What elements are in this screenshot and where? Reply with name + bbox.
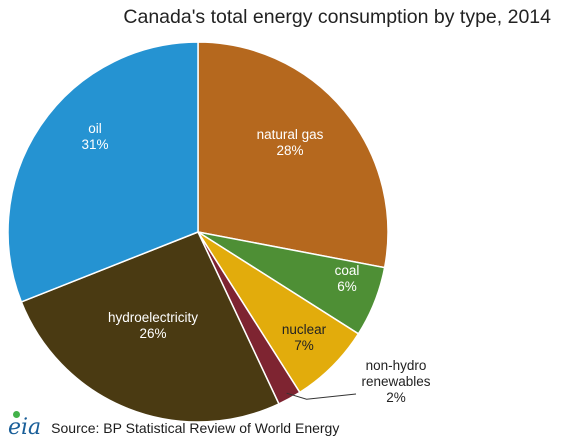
pie-slice-hydroelectricity (20, 231, 280, 423)
chart-title: Canada's total energy consumption by typ… (123, 6, 551, 28)
chart-footer: eia Source: BP Statistical Review of Wor… (8, 411, 340, 442)
pie-slice-natural-gas (197, 41, 389, 269)
slice-label-coal: coal 6% (335, 263, 360, 294)
slice-label-natural-gas: natural gas 28% (257, 127, 324, 158)
source-note: Source: BP Statistical Review of World E… (51, 420, 340, 436)
slice-label-non-hydro-renewables: non-hydro renewables 2% (361, 358, 430, 405)
eia-logo-dot (13, 411, 20, 418)
leader-line-non-hydro-renewables (286, 392, 357, 400)
eia-logo-text: eia (8, 415, 42, 440)
pie-slice-oil (7, 41, 199, 303)
slice-label-nuclear: nuclear 7% (282, 322, 327, 353)
eia-logo-icon: eia (8, 411, 42, 440)
slice-label-hydroelectricity: hydroelectricity 26% (108, 310, 198, 341)
slice-label-oil: oil 31% (81, 121, 108, 152)
